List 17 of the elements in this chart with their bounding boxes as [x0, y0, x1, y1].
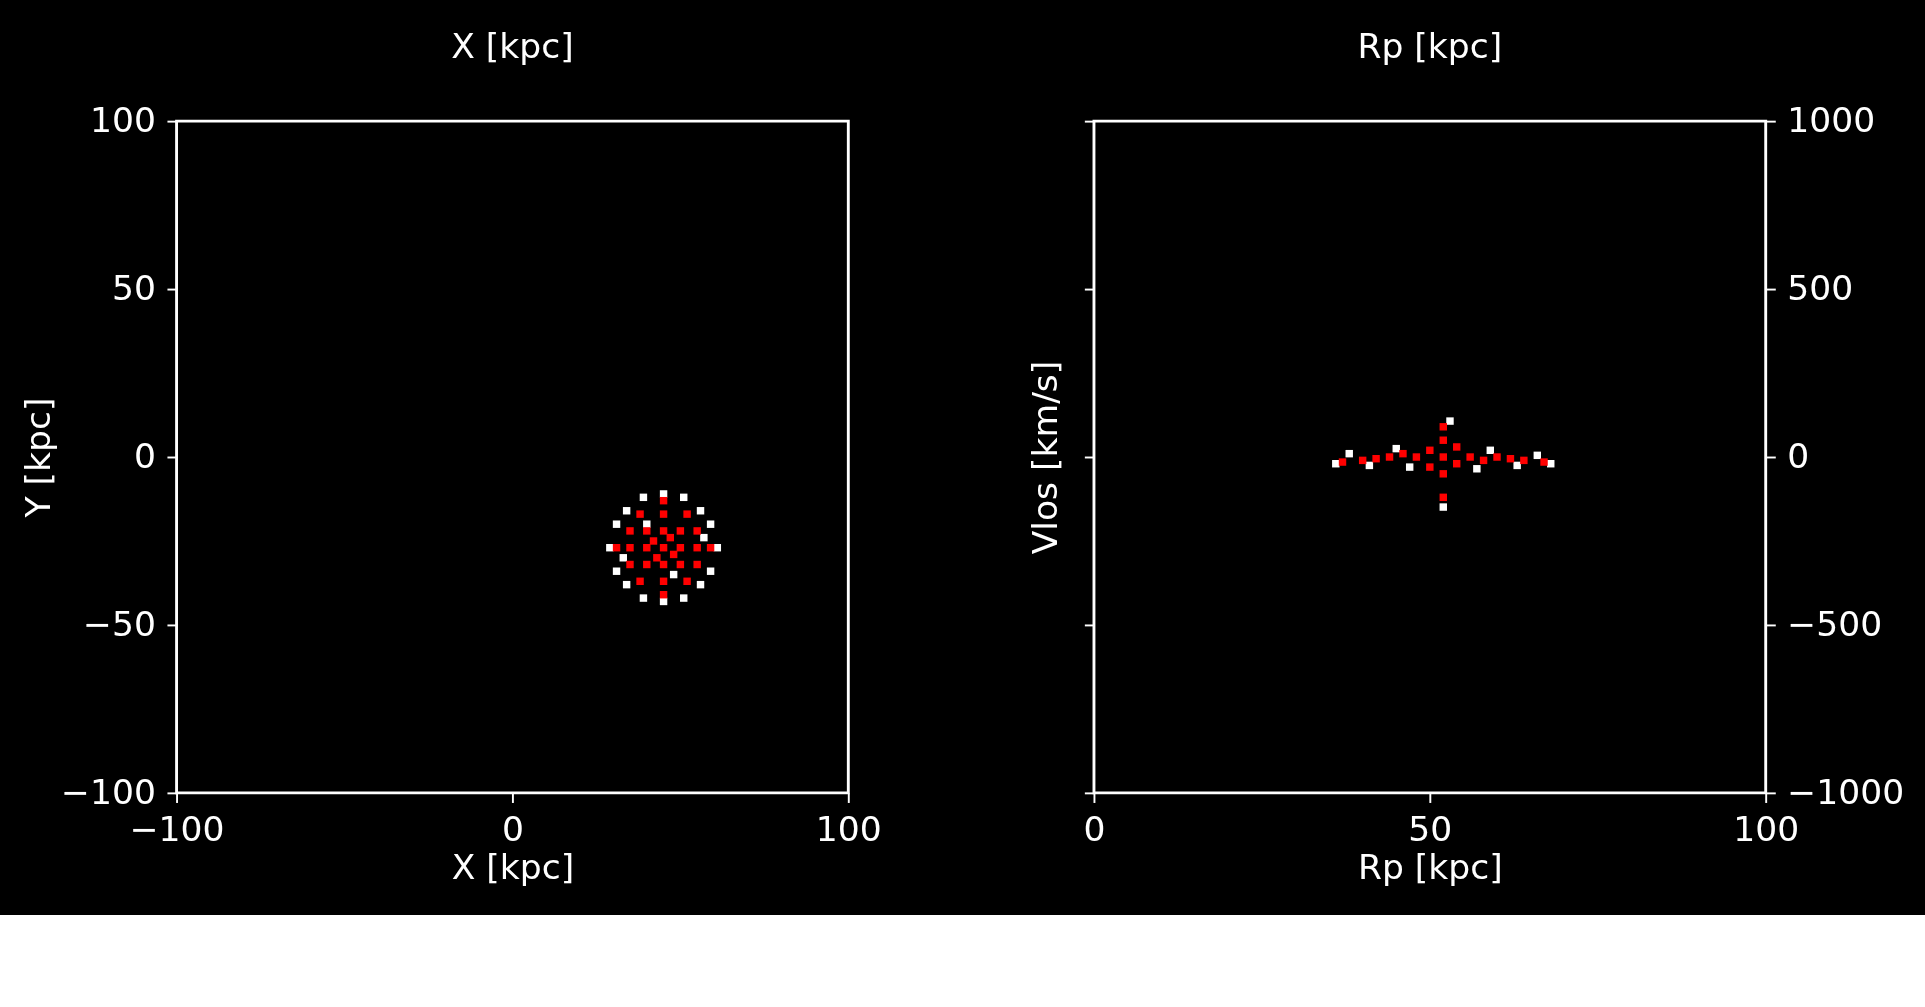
y-tick-label: 500 [1787, 268, 1854, 309]
x-tick-label: 100 [1733, 809, 1800, 850]
y-tick-label: −1000 [1787, 771, 1905, 812]
y-tick-label: 0 [1787, 436, 1810, 477]
text: Rp [kpc] [1357, 25, 1503, 66]
y-tick-label: 50 [111, 268, 156, 309]
y-tick-label: −500 [1787, 603, 1883, 644]
y-tick-label: −50 [83, 603, 156, 644]
x-tick-label: 0 [1083, 809, 1106, 850]
y-axis-title: Y [kpc] [17, 397, 58, 519]
y-tick-label: 100 [90, 100, 156, 141]
y-axis-title: Vlos [km/s] [1025, 360, 1066, 555]
x-tick-label: 100 [815, 809, 882, 850]
text: X [kpc] [451, 25, 574, 66]
y-tick-label: 0 [133, 436, 156, 477]
y-tick-label: −100 [61, 771, 156, 812]
y-tick-label: 1000 [1787, 100, 1876, 141]
